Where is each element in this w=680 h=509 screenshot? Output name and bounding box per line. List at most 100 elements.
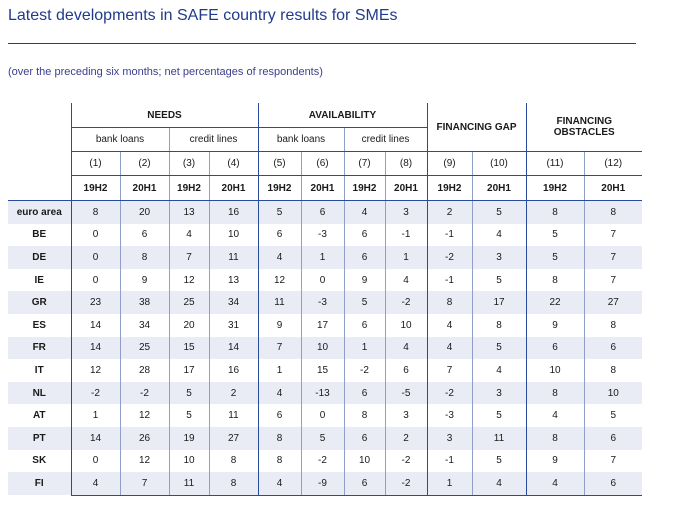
table-cell: -2 bbox=[343, 359, 385, 382]
table-cell: 7 bbox=[119, 472, 169, 496]
table-cell: 8 bbox=[525, 200, 584, 224]
table-cell: -13 bbox=[300, 381, 344, 405]
table-cell: 11 bbox=[257, 291, 301, 314]
table-cell: 1 bbox=[257, 359, 301, 382]
table-cell: 8 bbox=[257, 449, 301, 473]
table-cell: -3 bbox=[426, 404, 472, 427]
group-availability: AVAILABILITY bbox=[257, 103, 427, 128]
group-needs: NEEDS bbox=[70, 103, 258, 128]
table-cell: 10 bbox=[168, 449, 209, 473]
table-cell: 8 bbox=[583, 359, 642, 382]
table-cell: 7 bbox=[583, 449, 642, 473]
table-cell: 25 bbox=[119, 336, 169, 360]
table-cell: 20 bbox=[168, 313, 209, 337]
table-cell: 9 bbox=[119, 268, 169, 292]
table-cell: 34 bbox=[208, 291, 258, 314]
row-label: IT bbox=[34, 364, 44, 376]
table-cell: 5 bbox=[343, 291, 385, 314]
table-cell: 7 bbox=[257, 336, 301, 360]
table-cell: 8 bbox=[583, 200, 642, 224]
sub-needs-credit-lines: credit lines bbox=[168, 127, 258, 152]
col-period-12: 20H1 bbox=[583, 175, 642, 201]
table-cell: 1 bbox=[426, 472, 472, 496]
corner-cell bbox=[8, 128, 71, 152]
table-cell: 0 bbox=[70, 223, 120, 247]
table-cell: 15 bbox=[300, 359, 344, 382]
col-period-4: 20H1 bbox=[208, 175, 258, 201]
table-cell: 5 bbox=[257, 200, 301, 224]
table-cell: -1 bbox=[426, 223, 472, 247]
table-cell: 5 bbox=[471, 336, 526, 360]
table-subtitle: (over the preceding six months; net perc… bbox=[8, 66, 323, 78]
table-cell: 0 bbox=[70, 268, 120, 292]
table-cell: 7 bbox=[426, 359, 472, 382]
table-cell: 4 bbox=[384, 336, 427, 360]
table-cell: 1 bbox=[343, 336, 385, 360]
table-cell: 16 bbox=[208, 200, 258, 224]
table-cell: 5 bbox=[471, 200, 526, 224]
table-row: euro area 8 20 13 16 5 6 4 3 2 5 8 8 bbox=[8, 200, 642, 224]
col-period-3: 19H2 bbox=[168, 175, 209, 201]
col-number-4: (4) bbox=[208, 151, 258, 176]
row-label: FI bbox=[8, 472, 71, 496]
col-number-6: (6) bbox=[300, 151, 344, 176]
table-cell: 4 bbox=[70, 472, 120, 496]
table-cell: 28 bbox=[119, 359, 169, 382]
table-cell: 11 bbox=[208, 404, 258, 427]
table-cell: 6 bbox=[384, 359, 427, 382]
table-cell: 17 bbox=[300, 313, 344, 337]
sub-avail-credit-lines: credit lines bbox=[343, 127, 427, 152]
group-financing-gap: FINANCING GAP bbox=[426, 103, 526, 152]
table-cell: 3 bbox=[426, 426, 472, 450]
table-cell: 8 bbox=[583, 313, 642, 337]
table-cell: 5 bbox=[300, 426, 344, 450]
table-cell: 31 bbox=[208, 313, 258, 337]
table-cell: 6 bbox=[343, 223, 385, 247]
table-cell: 4 bbox=[257, 246, 301, 269]
table-row: SK 0 12 10 8 8 -2 10 -2 -1 5 9 7 bbox=[8, 449, 642, 473]
table-cell: 10 bbox=[525, 359, 584, 382]
table-cell: 6 bbox=[257, 223, 301, 247]
table-cell: 3 bbox=[384, 200, 427, 224]
table-row: PT 14 26 19 27 8 5 6 2 3 11 8 6 bbox=[8, 426, 642, 450]
table-cell: 6 bbox=[343, 426, 385, 450]
table-cell: 4 bbox=[525, 472, 584, 496]
table-cell: 8 bbox=[471, 313, 526, 337]
table-cell: -1 bbox=[384, 223, 427, 247]
table-cell: 3 bbox=[471, 246, 526, 269]
table-cell: 8 bbox=[208, 472, 258, 496]
table-cell: 5 bbox=[525, 223, 584, 247]
col-number-2: (2) bbox=[119, 151, 169, 176]
table-cell: 8 bbox=[525, 268, 584, 292]
table-cell: -2 bbox=[300, 449, 344, 473]
corner-cell bbox=[8, 103, 71, 128]
table-cell: 10 bbox=[384, 313, 427, 337]
table-cell: 20 bbox=[119, 200, 169, 224]
table-cell: 27 bbox=[583, 291, 642, 314]
corner-cell bbox=[8, 175, 71, 201]
table-cell: 19 bbox=[168, 426, 209, 450]
table-cell: 11 bbox=[168, 472, 209, 496]
table-cell: -2 bbox=[384, 291, 427, 314]
table-cell: 8 bbox=[70, 200, 120, 224]
row-label: IE bbox=[34, 274, 44, 286]
table-cell: 4 bbox=[384, 268, 427, 292]
table-cell: 6 bbox=[119, 223, 169, 247]
table-row: IT 12 28 17 16 1 15 -2 6 7 4 10 8 bbox=[8, 359, 642, 382]
table-cell: 6 bbox=[257, 404, 301, 427]
col-number-5: (5) bbox=[257, 151, 301, 176]
table-cell: 23 bbox=[70, 291, 120, 314]
table-cell: 12 bbox=[119, 449, 169, 473]
col-period-5: 19H2 bbox=[257, 175, 301, 201]
table-cell: 22 bbox=[525, 291, 584, 314]
table-row: AT 1 12 5 11 6 0 8 3 -3 5 4 5 bbox=[8, 404, 642, 427]
table-cell: -2 bbox=[426, 246, 472, 269]
table-cell: 13 bbox=[168, 200, 209, 224]
table-cell: 7 bbox=[583, 246, 642, 269]
table-row: FR 14 25 15 14 7 10 1 4 4 5 6 6 bbox=[8, 336, 642, 360]
table-row: BE 0 6 4 10 6 -3 6 -1 -1 4 5 7 bbox=[8, 223, 642, 247]
table-cell: 0 bbox=[300, 404, 344, 427]
table-cell: 14 bbox=[208, 336, 258, 360]
table-cell: -3 bbox=[300, 223, 344, 247]
row-label: NL bbox=[8, 381, 71, 405]
